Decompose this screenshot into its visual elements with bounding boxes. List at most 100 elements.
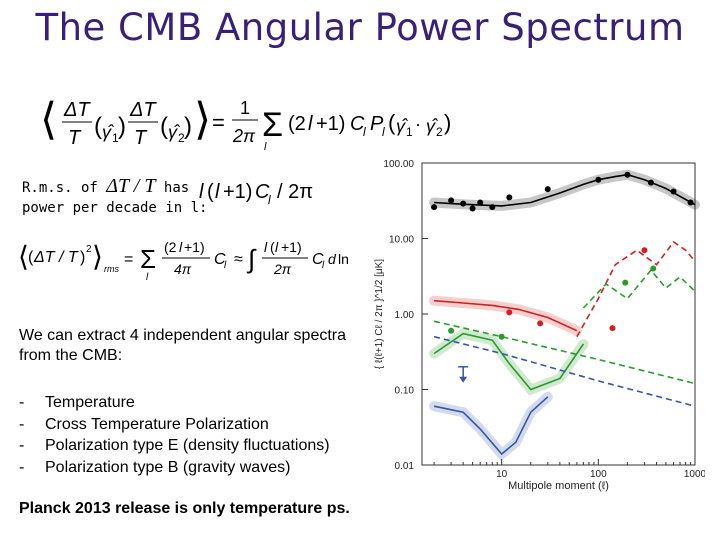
svg-text:C: C <box>214 251 226 268</box>
svg-text:2π: 2π <box>232 126 256 146</box>
svg-text:l: l <box>146 272 149 282</box>
data-point-0 <box>624 171 631 178</box>
rms-has: has <box>163 180 190 196</box>
svg-text:+1): +1) <box>316 113 345 135</box>
list-item: - Polarization type E (density fluctuatio… <box>19 437 330 454</box>
svg-text:l: l <box>363 125 366 139</box>
data-point-0 <box>595 176 602 183</box>
y-tick-label: 0.10 <box>395 386 415 397</box>
data-point-1 <box>506 309 513 316</box>
y-tick-label: 10.00 <box>389 235 414 246</box>
data-point-0 <box>489 204 496 211</box>
svg-text:ln: ln <box>338 251 349 267</box>
svg-text:·: · <box>415 114 421 134</box>
series-line-7 <box>433 335 696 407</box>
delta-t-symbol: ΔT / T <box>106 175 156 197</box>
series-line-4 <box>582 268 696 309</box>
svg-text:): ) <box>118 113 126 140</box>
y-axis-label: { ℓ(ℓ+1) Cℓ / 2π }^1/2 [μK] <box>374 259 385 369</box>
series-band-6 <box>429 391 553 461</box>
upper-limit-arrow <box>459 376 468 383</box>
data-point-0 <box>460 200 467 207</box>
list-item: - Cross Temperature Polarization <box>19 415 269 433</box>
data-point-0 <box>506 194 513 201</box>
svg-text:P: P <box>370 113 384 135</box>
x-tick-label: 1000 <box>684 469 705 480</box>
svg-text:2: 2 <box>436 125 443 139</box>
svg-text:C: C <box>350 113 365 135</box>
svg-text:l: l <box>382 125 385 139</box>
svg-text:): ) <box>184 113 192 140</box>
series-band-0 <box>429 169 700 211</box>
x-tick-label: 10 <box>496 469 508 480</box>
correlation-equation: ⟨ ΔT T ( γ̂ 1 ) ΔT T ( γ̂ 2 ) ⟩ = 1 2π Σ… <box>40 95 451 152</box>
x-tick-label: 100 <box>590 469 607 480</box>
svg-text:2: 2 <box>178 131 185 145</box>
svg-text:≈: ≈ <box>234 251 243 268</box>
svg-text:1: 1 <box>406 125 413 139</box>
svg-text:+1): +1) <box>184 239 205 255</box>
svg-text:⟩: ⟩ <box>92 241 103 272</box>
svg-text:l: l <box>275 239 279 255</box>
svg-text:l: l <box>224 260 227 271</box>
svg-text:(: ( <box>28 249 34 266</box>
svg-text:l: l <box>308 113 313 135</box>
data-point-0 <box>448 197 455 204</box>
svg-text:(: ( <box>270 239 275 255</box>
svg-text:⟩: ⟩ <box>194 95 211 144</box>
data-point-1 <box>609 325 616 332</box>
svg-text:rms: rms <box>104 264 119 274</box>
svg-text:): ) <box>80 249 85 266</box>
cmb-power-spectrum-chart: 0.01 0.10 1.00 10.00 100.00 10 100 1000 Multipol… <box>374 159 705 492</box>
series-line-0 <box>434 173 696 207</box>
svg-text:(: ( <box>388 110 396 135</box>
svg-text:4π: 4π <box>174 261 192 277</box>
data-point-2 <box>650 265 657 272</box>
rms-line2: power per decade in l: <box>22 200 208 216</box>
svg-text:ΔT: ΔT <box>129 99 157 121</box>
rms-sum-equation: ⟨ ( ΔT / T ) 2 ⟩ rms = Σ l (2 l +1) 4π C… <box>18 239 349 282</box>
list-item: - Temperature <box>19 394 135 411</box>
svg-text:l: l <box>215 181 220 203</box>
svg-text:(2: (2 <box>164 239 177 255</box>
svg-text:l: l <box>264 141 267 152</box>
svg-text:l: l <box>199 181 204 203</box>
series-line-2 <box>576 240 696 338</box>
svg-text:=: = <box>212 110 225 135</box>
svg-text:T: T <box>68 127 82 149</box>
svg-text:1: 1 <box>240 98 250 118</box>
svg-text:=: = <box>124 251 133 268</box>
svg-text:1: 1 <box>112 131 119 145</box>
svg-text:Σ: Σ <box>262 106 283 144</box>
series-line-5 <box>433 320 696 385</box>
svg-text:∫: ∫ <box>246 244 257 274</box>
data-point-0 <box>670 188 677 195</box>
power-per-decade-equation: l ( l +1) C l / 2π <box>199 181 313 207</box>
data-point-2 <box>498 333 505 340</box>
svg-text:/ 2π: / 2π <box>277 181 313 203</box>
svg-text:l: l <box>179 239 183 255</box>
data-point-0 <box>647 179 654 186</box>
svg-text:ΔT / T: ΔT / T <box>33 249 79 266</box>
data-point-0 <box>544 186 551 193</box>
data-point-1 <box>537 320 544 327</box>
rms-text: R.m.s. of ΔT / T has power per decade in… <box>22 176 207 218</box>
slide-title: The CMB Angular Power Spectrum <box>35 6 685 49</box>
y-tick-label: 1.00 <box>395 310 415 321</box>
series-line-1 <box>434 299 578 332</box>
svg-text:⟨: ⟨ <box>18 241 29 272</box>
svg-text:(2: (2 <box>288 113 306 135</box>
svg-text:Σ: Σ <box>140 244 156 274</box>
svg-text:2: 2 <box>86 244 92 255</box>
svg-text:T: T <box>134 127 148 149</box>
y-tick-label: 100.00 <box>383 159 414 170</box>
svg-text:C: C <box>312 251 324 268</box>
svg-text:2π: 2π <box>273 261 292 277</box>
list-item: - Polarization type B (gravity waves) <box>19 458 291 476</box>
svg-text:l: l <box>268 193 271 207</box>
y-tick-label: 0.01 <box>395 461 415 472</box>
svg-text:): ) <box>444 110 451 135</box>
data-point-0 <box>687 199 694 206</box>
svg-text:(: ( <box>207 181 214 203</box>
svg-text:(: ( <box>160 113 168 140</box>
